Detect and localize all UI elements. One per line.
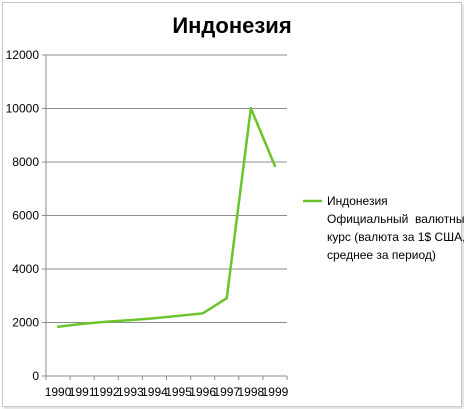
legend-line: Официальный валютный xyxy=(327,212,464,226)
y-tick-label: 4000 xyxy=(12,262,39,276)
series-layer xyxy=(56,106,277,329)
x-tick-label: 1997 xyxy=(213,385,240,399)
data-point xyxy=(273,164,277,168)
legend-line: Индонезия xyxy=(327,194,388,208)
legend-line: курс (валюта за 1$ США, xyxy=(327,230,464,244)
x-tick-label: 1991 xyxy=(69,385,96,399)
series-line xyxy=(57,106,277,329)
y-tick-label: 8000 xyxy=(12,155,39,169)
data-point xyxy=(177,314,180,318)
chart-title: Индонезия xyxy=(172,13,291,38)
x-tick-label: 1998 xyxy=(237,385,264,399)
legend: Индонезия Официальный валютный курс (валют… xyxy=(303,194,464,262)
x-tick-label: 1996 xyxy=(189,385,216,399)
x-tick-label: 1995 xyxy=(165,385,192,399)
y-tick-label: 0 xyxy=(32,369,39,383)
legend-line: среднее за период) xyxy=(327,248,436,262)
x-tick-label: 1992 xyxy=(93,385,120,399)
data-point xyxy=(80,322,84,326)
x-tick-label: 1994 xyxy=(141,385,168,399)
data-point xyxy=(105,320,108,323)
data-point xyxy=(249,107,253,110)
data-point xyxy=(129,318,132,322)
legend-label: Индонезия Официальный валютный курс (валют… xyxy=(327,194,464,262)
gridlines xyxy=(46,54,287,323)
data-point xyxy=(153,317,156,320)
y-tick-label: 12000 xyxy=(6,48,40,62)
data-point xyxy=(201,312,204,315)
y-tick-label: 6000 xyxy=(12,209,39,223)
data-point xyxy=(225,296,228,300)
x-tick-label: 1999 xyxy=(262,385,289,399)
x-tick-label: 1990 xyxy=(45,385,72,399)
data-point xyxy=(56,325,60,328)
y-tick-label: 10000 xyxy=(6,102,40,116)
y-axis-ticks: 0 2000 4000 6000 8000 10000 12000 xyxy=(6,48,46,383)
x-tick-label: 1993 xyxy=(117,385,144,399)
y-tick-label: 2000 xyxy=(12,316,39,330)
